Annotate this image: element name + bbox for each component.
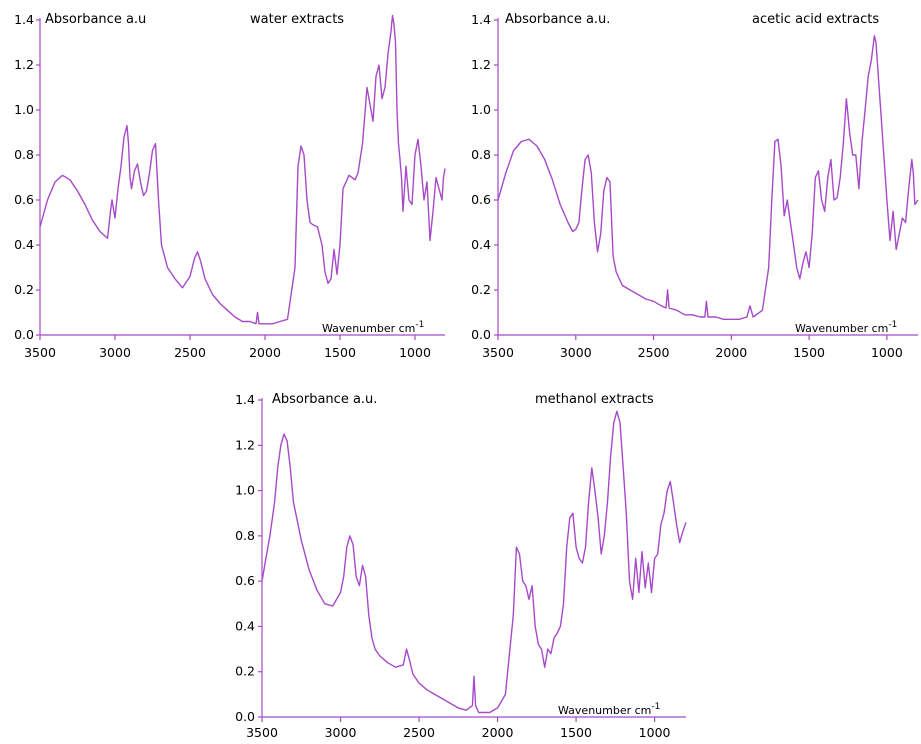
x-tick-label: 3000 — [560, 345, 592, 360]
x-tick-label: 3000 — [99, 345, 131, 360]
y-tick-label: 0.2 — [14, 282, 34, 297]
x-axis-label-superscript: -1 — [415, 320, 424, 330]
y-axis-label: Absorbance a.u. — [505, 12, 610, 27]
x-tick-label: 1500 — [793, 345, 825, 360]
x-tick-label: 3500 — [246, 725, 278, 740]
y-tick-label: 0.6 — [235, 573, 255, 588]
y-tick-label: 0.0 — [471, 327, 491, 342]
x-tick-label: 3500 — [24, 345, 56, 360]
spectrum-line — [39, 14, 446, 325]
spectrum-line — [261, 410, 687, 714]
x-tick-label: 1000 — [871, 345, 903, 360]
y-tick-label: 1.4 — [471, 12, 491, 27]
x-axis-label-superscript: -1 — [651, 702, 660, 712]
y-tick-label: 1.0 — [235, 483, 255, 498]
y-tick-label: 1.2 — [235, 437, 255, 452]
x-tick-label: 2000 — [482, 725, 514, 740]
x-tick-label: 3500 — [482, 345, 514, 360]
x-tick-label: 2500 — [174, 345, 206, 360]
y-tick-label: 0.4 — [14, 237, 34, 252]
x-axis-label: Wavenumber cm-1 — [322, 320, 424, 335]
y-tick-label: 0.8 — [471, 147, 491, 162]
chart-title: water extracts — [250, 12, 344, 27]
x-tick-label: 2000 — [715, 345, 747, 360]
y-tick-label: 0.4 — [235, 618, 255, 633]
chart-title: acetic acid extracts — [752, 12, 879, 27]
y-tick-label: 0.8 — [235, 528, 255, 543]
x-axis-label: Wavenumber cm-1 — [795, 320, 897, 335]
y-tick-label: 0.0 — [235, 709, 255, 724]
y-tick-label: 1.0 — [471, 102, 491, 117]
spectrum-line — [497, 35, 919, 320]
y-tick-label: 0.6 — [14, 192, 34, 207]
y-tick-label: 0.6 — [471, 192, 491, 207]
y-tick-label: 0.4 — [471, 237, 491, 252]
y-tick-label: 1.4 — [14, 12, 34, 27]
y-axis-label: Absorbance a.u — [45, 12, 146, 27]
x-tick-label: 1500 — [560, 725, 592, 740]
y-tick-label: 0.2 — [235, 664, 255, 679]
acetic-acid-extracts-chart: 0.0 0.2 0.4 0.6 0.8 1.0 1.2 1.4 3500 3000 2500 2000… — [471, 12, 919, 360]
y-axis-label: Absorbance a.u. — [272, 392, 377, 407]
y-tick-label: 1.0 — [14, 102, 34, 117]
y-tick-label: 0.0 — [14, 327, 34, 342]
y-tick-label: 0.2 — [471, 282, 491, 297]
x-tick-label: 1000 — [639, 725, 671, 740]
y-tick-label: 0.8 — [14, 147, 34, 162]
x-tick-label: 2500 — [638, 345, 670, 360]
y-tick-label: 1.4 — [235, 392, 255, 407]
chart-title: methanol extracts — [535, 392, 654, 407]
x-tick-label: 2000 — [249, 345, 281, 360]
methanol-extracts-chart: 0.0 0.2 0.4 0.6 0.8 1.0 1.2 1.4 3500 3000 2500 2000… — [235, 392, 687, 740]
y-tick-label: 1.2 — [14, 57, 34, 72]
x-axis-label-superscript: -1 — [888, 320, 897, 330]
water-extracts-chart: 0.0 0.2 0.4 0.6 0.8 1.0 1.2 1.4 3500 3000 2500 2000… — [14, 12, 446, 360]
x-tick-label: 1500 — [324, 345, 356, 360]
x-tick-label: 3000 — [325, 725, 357, 740]
y-tick-label: 1.2 — [471, 57, 491, 72]
x-tick-label: 2500 — [403, 725, 435, 740]
x-axis-label: Wavenumber cm-1 — [558, 702, 660, 717]
x-tick-label: 1000 — [399, 345, 431, 360]
